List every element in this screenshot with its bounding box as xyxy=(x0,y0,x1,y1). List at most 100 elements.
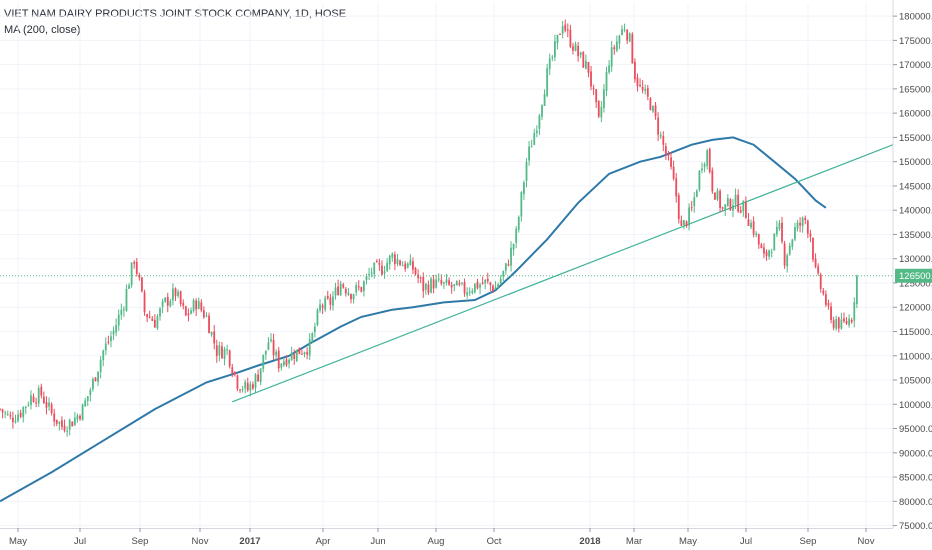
candle-body xyxy=(440,279,443,284)
candle-body xyxy=(241,388,244,390)
candle-body xyxy=(17,414,19,421)
candle xyxy=(257,369,259,382)
candle xyxy=(378,258,381,271)
candle-body xyxy=(210,332,213,335)
candle xyxy=(701,162,703,174)
candle-body xyxy=(824,294,827,305)
candle-body xyxy=(840,319,843,329)
candle xyxy=(794,222,796,242)
candle-body xyxy=(623,29,626,31)
candle xyxy=(610,41,613,72)
candle xyxy=(288,358,290,369)
candle xyxy=(148,310,151,319)
candle-body xyxy=(484,279,487,284)
candle-body xyxy=(141,277,143,292)
candle xyxy=(832,316,835,331)
candle-body xyxy=(342,284,345,288)
candle-body xyxy=(102,350,105,361)
candle-body xyxy=(675,178,678,197)
candle-body xyxy=(734,194,737,205)
candle-body xyxy=(572,46,574,51)
candle-body xyxy=(510,247,512,266)
candle xyxy=(855,274,858,309)
price-tick-label: 165000.0 xyxy=(899,84,932,95)
candle-body xyxy=(365,276,368,281)
candle xyxy=(546,63,549,98)
candle-body xyxy=(135,262,138,274)
candle xyxy=(683,219,685,230)
candle-body xyxy=(363,281,365,292)
candle-body xyxy=(262,354,265,369)
candle-body xyxy=(306,352,309,355)
candle-body xyxy=(448,280,450,285)
candle xyxy=(112,326,115,341)
candle xyxy=(608,60,611,75)
candle xyxy=(757,233,760,249)
candle-body xyxy=(533,133,536,145)
candle xyxy=(264,350,267,360)
candle xyxy=(275,349,278,361)
price-tick-label: 105000.0 xyxy=(899,376,932,387)
candle xyxy=(133,260,136,269)
candle xyxy=(778,220,781,231)
candle-body xyxy=(672,166,675,179)
candle xyxy=(159,306,161,321)
candle xyxy=(404,261,407,272)
time-axis[interactable]: May Jul Sep Nov 2017 Apr Jun Aug Oct 2018 Mar May Ju… xyxy=(0,528,893,547)
trendline-layer[interactable] xyxy=(232,144,894,403)
candle-body xyxy=(812,238,814,260)
candle-body xyxy=(190,310,192,314)
candle xyxy=(850,317,853,324)
candle xyxy=(667,150,670,161)
candle-body xyxy=(326,295,329,299)
candle-body xyxy=(657,117,660,135)
candle-body xyxy=(806,220,809,234)
candle-body xyxy=(146,314,149,318)
candle xyxy=(48,397,50,411)
candle xyxy=(86,396,89,407)
candle xyxy=(755,230,758,238)
candle xyxy=(205,312,208,318)
candle xyxy=(512,243,515,256)
candle xyxy=(373,262,376,279)
candle xyxy=(528,141,530,166)
candle-body xyxy=(89,389,92,396)
candle-body xyxy=(577,45,580,57)
price-axis[interactable]: 180000.0 175000.0 170000.0 165000.0 160000.0… xyxy=(892,0,932,532)
candle-body xyxy=(86,396,89,401)
candle xyxy=(466,287,469,299)
candle xyxy=(24,406,27,415)
candle-body xyxy=(786,255,789,267)
candle xyxy=(750,219,752,230)
candle-body xyxy=(112,330,115,335)
candle xyxy=(443,281,445,289)
candle xyxy=(417,269,420,284)
candle xyxy=(572,42,574,55)
candle-body xyxy=(347,292,350,295)
candle xyxy=(368,267,370,280)
candle-body xyxy=(221,346,223,359)
trendline[interactable] xyxy=(232,144,894,403)
candle xyxy=(843,312,845,324)
candle-body xyxy=(14,421,17,423)
candle-body xyxy=(752,221,755,235)
candle-body xyxy=(770,251,773,253)
candle-body xyxy=(535,130,538,133)
candle xyxy=(427,280,430,296)
candle xyxy=(484,279,487,290)
candle-body xyxy=(634,61,636,80)
candle-body xyxy=(143,292,146,313)
candle xyxy=(636,73,639,92)
candle-body xyxy=(61,420,63,427)
candle-body xyxy=(827,303,830,306)
candle-body xyxy=(435,279,438,288)
candle xyxy=(809,229,812,243)
candle-body xyxy=(799,222,801,226)
candle-body xyxy=(750,222,752,228)
candle xyxy=(164,297,167,304)
candle xyxy=(401,261,404,267)
candle xyxy=(73,411,76,427)
candle xyxy=(631,32,634,64)
time-tick-label: Nov xyxy=(192,536,209,547)
